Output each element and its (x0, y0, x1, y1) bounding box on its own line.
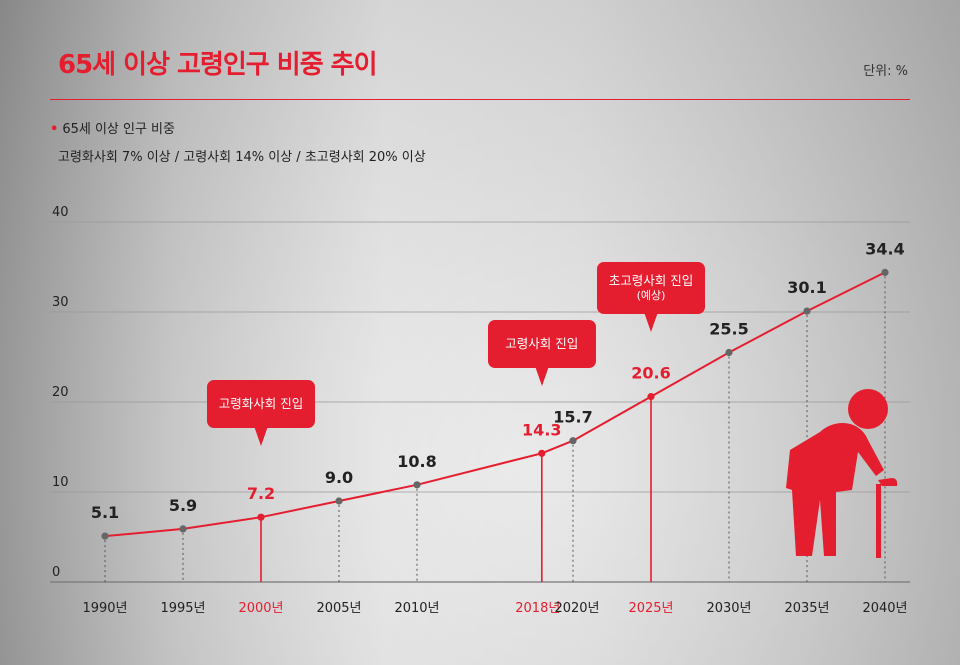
x-tick-label: 2010년 (394, 601, 439, 616)
y-tick-label: 30 (52, 295, 69, 310)
x-tick-label: 2030년 (706, 601, 751, 616)
x-tick-label: 2025년 (628, 601, 673, 616)
cane-shaft (876, 484, 881, 558)
callout-title: 고령사회 진입 (505, 335, 579, 351)
callout-title: 고령화사회 진입 (218, 395, 304, 411)
data-point (569, 437, 577, 445)
elderly-person-with-cane-icon (786, 389, 898, 558)
figure-head (848, 389, 888, 429)
legend: • 65세 이상 인구 비중 (50, 118, 175, 137)
data-point (179, 525, 187, 533)
y-tick-label: 10 (52, 475, 69, 490)
x-tick-label: 2000년 (238, 601, 283, 616)
value-label: 30.1 (787, 278, 826, 297)
data-point (335, 497, 343, 505)
callout-title: 초고령사회 진입 (608, 272, 694, 288)
x-tick-label: 1995년 (160, 601, 205, 616)
value-label: 7.2 (247, 484, 275, 503)
value-label: 34.4 (865, 239, 904, 258)
value-label: 9.0 (325, 468, 353, 487)
cane-handle (878, 478, 898, 486)
value-label: 14.3 (522, 420, 561, 439)
data-point (538, 449, 546, 457)
value-label: 25.5 (709, 320, 748, 339)
data-point (101, 532, 109, 540)
value-label: 5.1 (91, 503, 119, 522)
chart-title: 65세 이상 고령인구 비중 추이 (58, 50, 378, 80)
callout-aging-society: 고령화사회 진입 (207, 380, 315, 446)
value-label: 5.9 (169, 496, 197, 515)
data-point (881, 268, 889, 276)
legend-label: 65세 이상 인구 비중 (62, 122, 175, 137)
value-label: 20.6 (631, 364, 670, 383)
x-tick-label: 2040년 (862, 601, 907, 616)
x-tick-label: 1990년 (82, 601, 127, 616)
y-tick-label: 40 (52, 205, 69, 220)
x-tick-label: 2035년 (784, 601, 829, 616)
y-tick-label: 20 (52, 385, 69, 400)
data-point (647, 393, 655, 401)
unit-label: 단위: % (863, 64, 908, 79)
title-divider (50, 99, 910, 100)
data-point (413, 481, 421, 489)
data-point (803, 307, 811, 315)
x-tick-label: 2005년 (316, 601, 361, 616)
legend-bullet-icon: • (50, 122, 59, 137)
value-label: 15.7 (553, 408, 592, 427)
callout-super-aged-society: 초고령사회 진입 (예상) (597, 262, 705, 332)
data-point (725, 348, 733, 357)
figure-body (786, 422, 884, 556)
x-tick-label: 2018년 (515, 601, 560, 616)
x-tick-label: 2020년 (554, 601, 599, 616)
value-label: 10.8 (397, 452, 436, 471)
callout-aged-society: 고령사회 진입 (487, 320, 596, 386)
y-tick-label: 0 (52, 565, 60, 580)
data-point (257, 513, 265, 521)
threshold-note: 고령화사회 7% 이상 / 고령사회 14% 이상 / 초고령사회 20% 이상 (58, 150, 426, 165)
callout-note: (예상) (636, 288, 666, 302)
